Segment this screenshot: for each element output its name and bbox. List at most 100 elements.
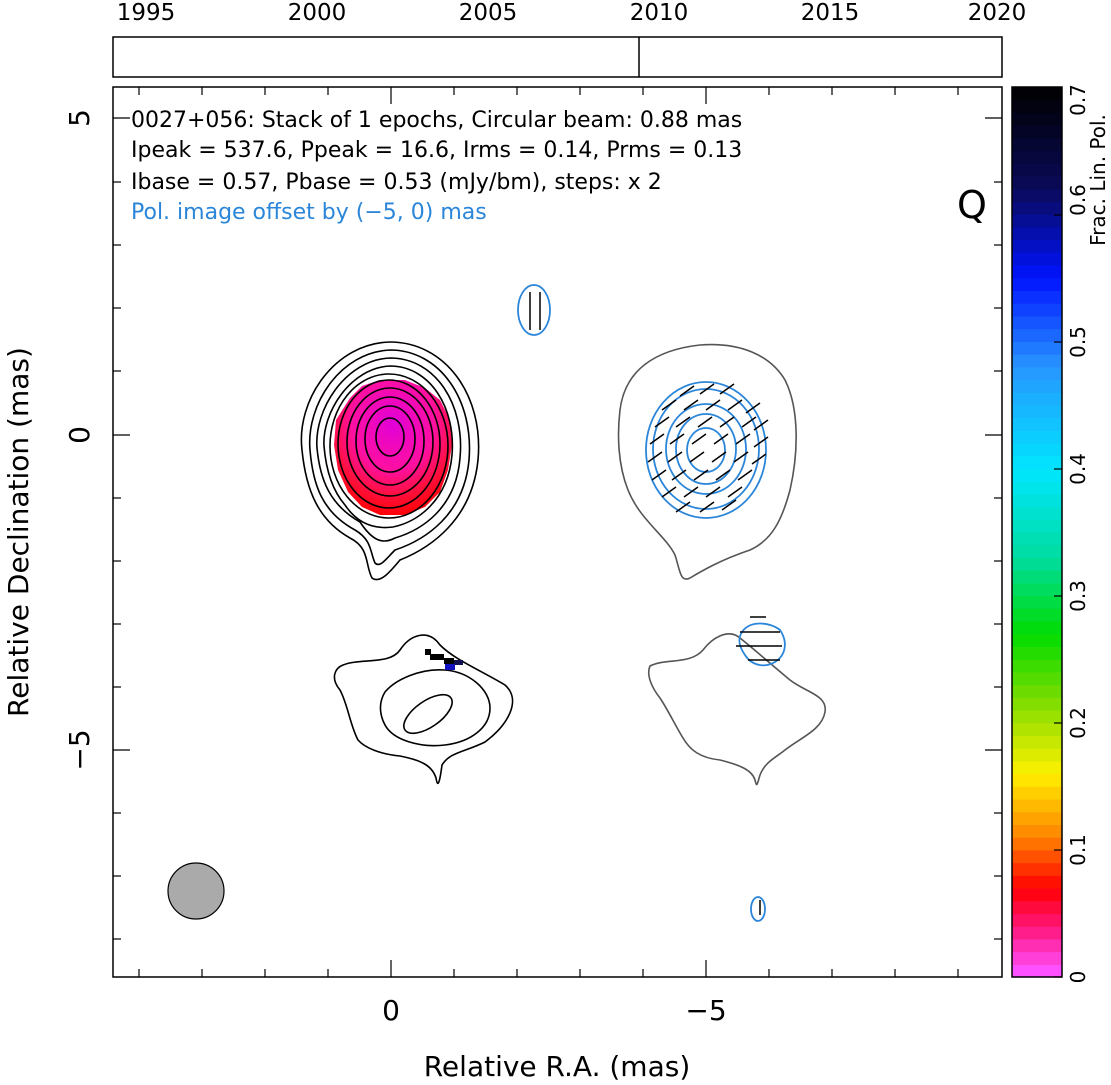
pol-base-contours bbox=[617, 343, 826, 786]
colorbar-band bbox=[1012, 430, 1062, 444]
colorbar-tick-0.3: 0.3 bbox=[1066, 580, 1090, 612]
stokes-i-jet bbox=[333, 634, 514, 784]
colorbar-tick-0.7: 0.7 bbox=[1066, 84, 1090, 116]
colorbar-band bbox=[1012, 328, 1062, 342]
y-tick-label-0: 0 bbox=[63, 426, 96, 444]
colorbar-band bbox=[1012, 760, 1062, 775]
colorbar-band bbox=[1012, 710, 1062, 724]
colorbar-band bbox=[1012, 544, 1062, 559]
colorbar-band bbox=[1012, 176, 1062, 190]
colorbar-band bbox=[1012, 493, 1062, 508]
timeline-year-2020: 2020 bbox=[968, 0, 1027, 26]
x-tick-label-minus5: −5 bbox=[685, 994, 726, 1027]
colorbar-band bbox=[1012, 201, 1062, 215]
colorbar-band bbox=[1012, 862, 1062, 876]
colorbar-band bbox=[1012, 837, 1062, 851]
colorbar-band bbox=[1012, 315, 1062, 330]
colorbar-bands bbox=[1012, 87, 1062, 978]
colorbar-band bbox=[1012, 811, 1062, 826]
colorbar-band bbox=[1012, 824, 1062, 838]
colorbar-band bbox=[1012, 595, 1062, 609]
header-line-2: Ipeak = 537.6, Ppeak = 16.6, Irms = 0.14… bbox=[131, 138, 742, 163]
colorbar-band bbox=[1012, 684, 1062, 698]
colorbar-band bbox=[1012, 404, 1062, 419]
colorbar-band bbox=[1012, 163, 1062, 177]
y-axis-label: Relative Declination (mas) bbox=[2, 347, 35, 717]
beam-ellipse bbox=[167, 862, 225, 920]
colorbar-band bbox=[1012, 671, 1062, 686]
colorbar-band bbox=[1012, 722, 1062, 737]
colorbar-band bbox=[1012, 951, 1062, 965]
colorbar-band bbox=[1012, 557, 1062, 571]
colorbar-band bbox=[1012, 849, 1062, 864]
plot-area: 0027+056: Stack of 1 epochs, Circular be… bbox=[112, 86, 1003, 978]
colorbar-band bbox=[1012, 112, 1062, 126]
x-tick-label-0: 0 bbox=[382, 994, 400, 1027]
colorbar-band bbox=[1012, 392, 1062, 406]
axes-labels: 5 0 −5 Relative Declination (mas) 0 −5 R… bbox=[2, 109, 727, 1083]
colorbar-band bbox=[1012, 443, 1062, 457]
colorbar-tick-0.2: 0.2 bbox=[1066, 707, 1090, 739]
colorbar-band bbox=[1012, 379, 1062, 393]
colorbar-band bbox=[1012, 570, 1062, 584]
timeline: 1995 2000 2005 2010 2015 2020 bbox=[112, 0, 1027, 78]
colorbar-band bbox=[1012, 137, 1062, 152]
y-tick-label-5: 5 bbox=[63, 109, 96, 127]
stokes-i-core bbox=[300, 341, 480, 581]
colorbar-tick-0: 0 bbox=[1066, 971, 1090, 984]
jet-fracpol-pixels bbox=[425, 649, 463, 670]
colorbar-band bbox=[1012, 239, 1062, 253]
colorbar-band bbox=[1012, 125, 1062, 139]
colorbar-band bbox=[1012, 226, 1062, 241]
y-tick-label-minus5: −5 bbox=[63, 729, 96, 770]
colorbar-band bbox=[1012, 621, 1062, 635]
colorbar-band bbox=[1012, 341, 1062, 355]
colorbar-band bbox=[1012, 608, 1062, 622]
colorbar-tick-0.4: 0.4 bbox=[1066, 453, 1090, 485]
colorbar-band bbox=[1012, 265, 1062, 279]
colorbar-band bbox=[1012, 888, 1062, 902]
colorbar-band bbox=[1012, 481, 1062, 495]
colorbar-band bbox=[1012, 468, 1062, 482]
colorbar-band bbox=[1012, 633, 1062, 648]
colorbar-band bbox=[1012, 913, 1062, 927]
timeline-year-2005: 2005 bbox=[459, 0, 518, 26]
colorbar-band bbox=[1012, 455, 1062, 470]
colorbar-band bbox=[1012, 748, 1062, 762]
colorbar-band bbox=[1012, 926, 1062, 940]
header-line-1: 0027+056: Stack of 1 epochs, Circular be… bbox=[131, 108, 742, 133]
x-axis-label: Relative R.A. (mas) bbox=[424, 1050, 691, 1083]
colorbar-band bbox=[1012, 277, 1062, 292]
colorbar-band bbox=[1012, 532, 1062, 546]
axis-ticks bbox=[113, 87, 1002, 977]
timeline-year-2000: 2000 bbox=[288, 0, 347, 26]
colorbar-band bbox=[1012, 646, 1062, 660]
colorbar-band bbox=[1012, 417, 1062, 431]
plot-frame bbox=[112, 86, 1003, 978]
colorbar-band bbox=[1012, 735, 1062, 749]
colorbar-band bbox=[1012, 354, 1062, 368]
colorbar-band bbox=[1012, 87, 1062, 101]
colorbar-band bbox=[1012, 582, 1062, 597]
colorbar-band bbox=[1012, 875, 1062, 889]
colorbar-band bbox=[1012, 938, 1062, 953]
colorbar-band bbox=[1012, 697, 1062, 711]
colorbar-tick-0.5: 0.5 bbox=[1066, 326, 1090, 358]
colorbar-label: Frac. Lin. Pol. bbox=[1086, 114, 1110, 246]
colorbar-band bbox=[1012, 900, 1062, 915]
colorbar-band bbox=[1012, 519, 1062, 533]
timeline-year-2015: 2015 bbox=[801, 0, 860, 26]
colorbar-band bbox=[1012, 366, 1062, 381]
colorbar-band bbox=[1012, 214, 1062, 228]
timeline-year-2010: 2010 bbox=[630, 0, 689, 26]
colorbar-frame bbox=[1011, 86, 1063, 978]
header-line-3: Ibase = 0.57, Pbase = 0.53 (mJy/bm), ste… bbox=[131, 170, 662, 195]
colorbar-band bbox=[1012, 964, 1062, 978]
timeline-year-1995: 1995 bbox=[117, 0, 176, 26]
evpa-ticks bbox=[529, 292, 782, 915]
colorbar-tick-0.6: 0.6 bbox=[1066, 184, 1090, 216]
colorbar-ticks bbox=[1054, 87, 1062, 978]
colorbar-tick-0.1: 0.1 bbox=[1066, 834, 1090, 866]
colorbar-band bbox=[1012, 290, 1062, 304]
